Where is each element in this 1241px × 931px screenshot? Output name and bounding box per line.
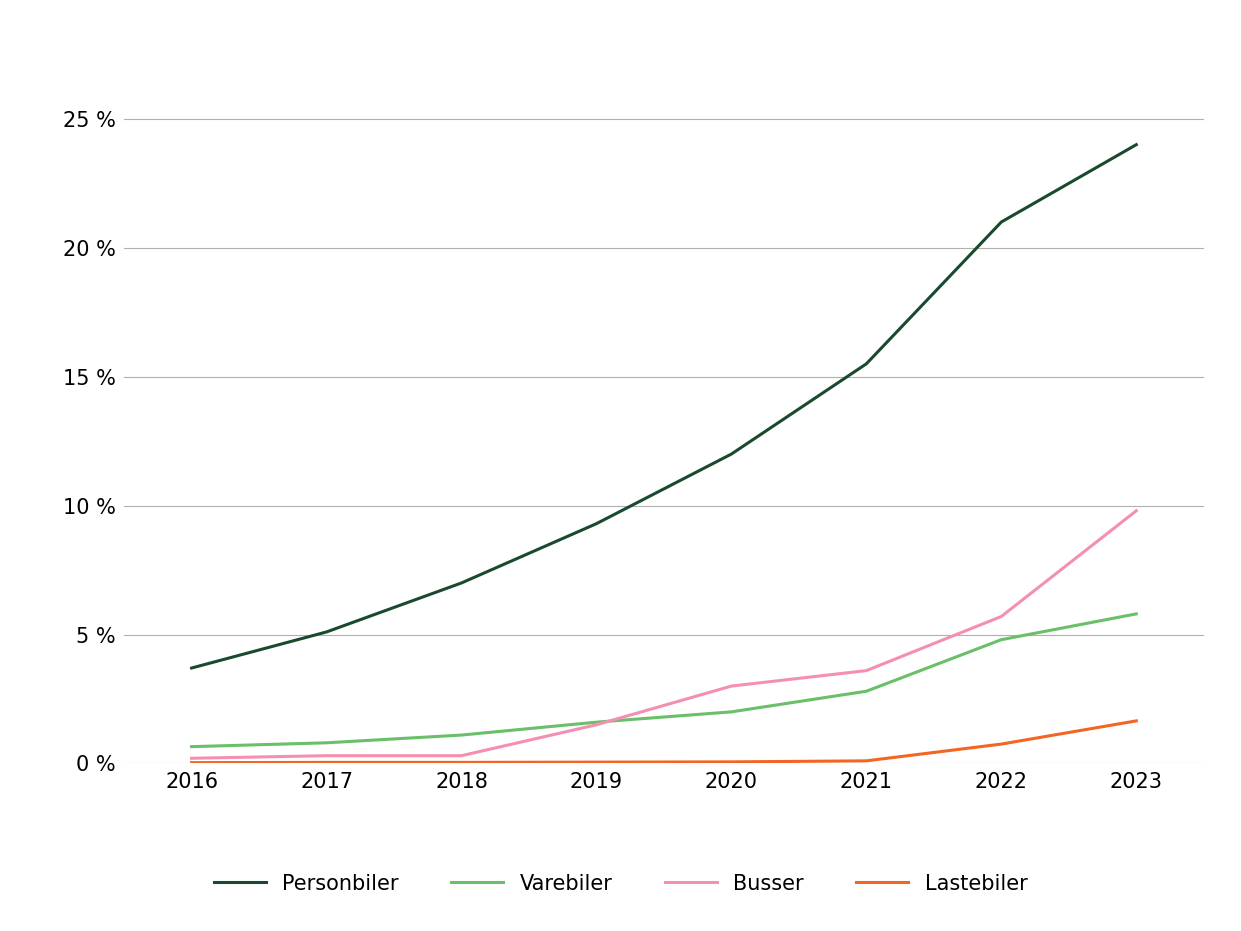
Legend: Personbiler, Varebiler, Busser, Lastebiler: Personbiler, Varebiler, Busser, Lastebil… [205, 865, 1036, 902]
Varebiler [994, 634, 1009, 645]
Personbiler [724, 449, 738, 460]
Varebiler [859, 685, 874, 696]
Varebiler [589, 717, 604, 728]
Busser [859, 665, 874, 676]
Lastebiler [454, 757, 469, 768]
Varebiler [184, 741, 199, 752]
Lastebiler [184, 757, 199, 768]
Varebiler [724, 707, 738, 718]
Personbiler [859, 358, 874, 370]
Busser [589, 719, 604, 730]
Lastebiler [1129, 715, 1144, 726]
Lastebiler [724, 756, 738, 767]
Line: Varebiler: Varebiler [191, 614, 1137, 747]
Personbiler [454, 577, 469, 588]
Varebiler [454, 730, 469, 741]
Busser [184, 752, 199, 763]
Lastebiler [589, 757, 604, 768]
Busser [319, 750, 334, 762]
Varebiler [319, 737, 334, 749]
Personbiler [1129, 139, 1144, 150]
Line: Personbiler: Personbiler [191, 144, 1137, 668]
Personbiler [589, 518, 604, 529]
Busser [1129, 506, 1144, 517]
Personbiler [319, 627, 334, 638]
Lastebiler [994, 738, 1009, 749]
Lastebiler [859, 755, 874, 766]
Lastebiler [319, 757, 334, 768]
Busser [454, 750, 469, 762]
Line: Busser: Busser [191, 511, 1137, 758]
Line: Lastebiler: Lastebiler [191, 721, 1137, 762]
Personbiler [184, 663, 199, 674]
Busser [724, 681, 738, 692]
Varebiler [1129, 608, 1144, 619]
Busser [994, 611, 1009, 622]
Personbiler [994, 216, 1009, 227]
